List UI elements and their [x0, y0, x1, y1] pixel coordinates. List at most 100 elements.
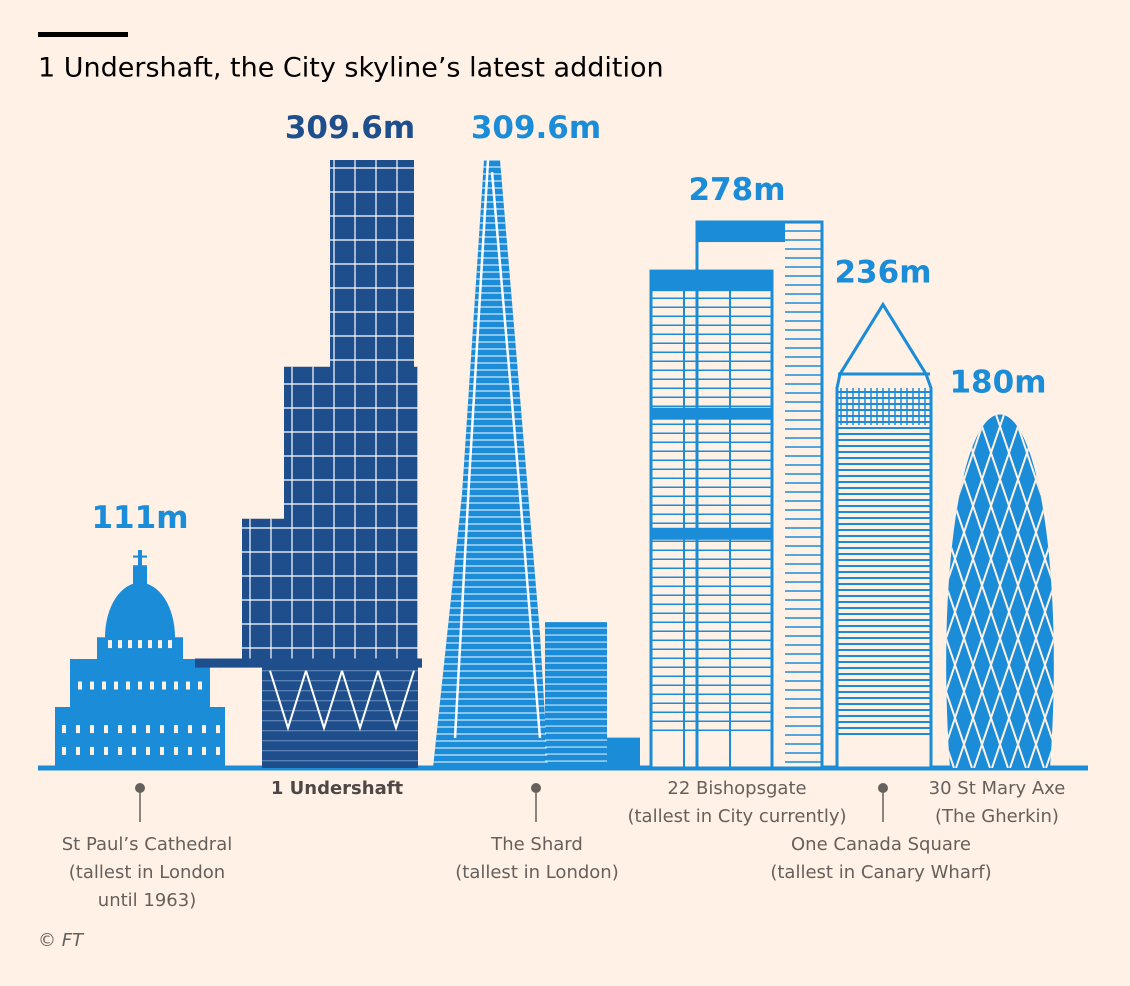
window [188, 746, 192, 755]
category-label: 22 Bishopsgate [667, 778, 807, 799]
category-label: The Shard [491, 834, 583, 855]
detail [1118, 415, 1130, 768]
detail [946, 414, 1045, 768]
detail [1049, 414, 1054, 768]
detail [973, 414, 1054, 768]
window [188, 725, 192, 734]
window [76, 746, 80, 755]
window [138, 681, 142, 690]
detail [946, 414, 987, 768]
window [132, 725, 136, 734]
annotation: (tallest in London until 1963) [68, 862, 226, 911]
detail [946, 414, 1027, 768]
window [104, 746, 108, 755]
detail [995, 414, 1054, 768]
window [114, 681, 118, 690]
window [174, 746, 178, 755]
pin-head [878, 783, 888, 793]
window [118, 725, 122, 734]
category-label: St Paul’s Cathedral [61, 834, 233, 855]
window [202, 746, 206, 755]
window [118, 746, 122, 755]
detail [959, 414, 1054, 768]
detail [1068, 415, 1130, 768]
category-label: One Canada Square [791, 834, 971, 855]
window [162, 681, 166, 690]
band [651, 527, 772, 540]
value-label: 111m [91, 500, 188, 536]
window [174, 725, 178, 734]
window [90, 746, 94, 755]
detail [341, 670, 379, 732]
window [160, 725, 164, 734]
building [55, 550, 225, 768]
detail [1086, 415, 1130, 768]
window [168, 640, 172, 649]
annex [545, 622, 640, 768]
detail [1082, 415, 1130, 768]
detail [955, 414, 1054, 768]
detail [1027, 414, 1054, 768]
window [216, 725, 220, 734]
window [198, 681, 202, 690]
value-label: 180m [949, 365, 1046, 401]
window [202, 725, 206, 734]
source: © FT [38, 930, 84, 951]
window [186, 681, 190, 690]
window [76, 725, 80, 734]
window [62, 725, 66, 734]
band [651, 271, 772, 292]
window [78, 681, 82, 690]
window [90, 725, 94, 734]
detail [1045, 414, 1054, 768]
building [649, 220, 824, 770]
annotation: (tallest in Canary Wharf) [770, 862, 992, 883]
detail [305, 670, 343, 732]
detail [946, 414, 991, 768]
window [102, 681, 106, 690]
detail [1013, 414, 1054, 768]
detail [977, 414, 1054, 768]
window [108, 640, 112, 649]
window [90, 681, 94, 690]
title-bar [38, 32, 128, 37]
window [146, 725, 150, 734]
detail [946, 414, 1005, 768]
window [104, 725, 108, 734]
window [150, 681, 154, 690]
category-label: 30 St Mary Axe [928, 778, 1066, 799]
window [128, 640, 132, 649]
detail [1100, 415, 1130, 768]
detail [1104, 415, 1130, 768]
window [126, 681, 130, 690]
category-label: 1 Undershaft [270, 778, 404, 799]
pin-head [531, 783, 541, 793]
detail [1122, 415, 1130, 768]
detail [946, 414, 973, 768]
value-label: 278m [688, 172, 785, 208]
detail [1009, 414, 1054, 768]
value-label: 309.6m [285, 110, 415, 146]
detail [377, 670, 415, 732]
value-label: 309.6m [471, 110, 601, 146]
detail [453, 159, 542, 739]
annotation: (The Gherkin) [935, 806, 1059, 827]
band [651, 407, 772, 420]
annotation: (tallest in London) [455, 862, 619, 883]
detail [269, 670, 307, 732]
window [174, 681, 178, 690]
value-label: 236m [834, 255, 931, 291]
band [697, 222, 785, 243]
window [216, 746, 220, 755]
window [62, 746, 66, 755]
window [138, 640, 142, 649]
window [160, 746, 164, 755]
detail [946, 414, 1041, 768]
pin-head [135, 783, 145, 793]
annotation: (tallest in City currently) [627, 806, 847, 827]
window [158, 640, 162, 649]
detail [946, 414, 1023, 768]
window [148, 640, 152, 649]
